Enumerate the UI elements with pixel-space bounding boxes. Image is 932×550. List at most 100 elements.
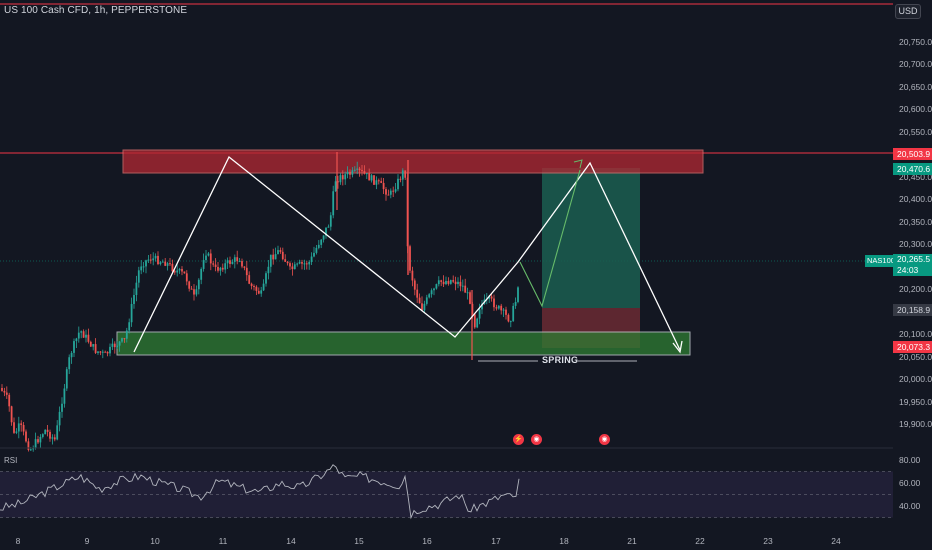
candle-body [469, 292, 471, 304]
candle-body [3, 390, 6, 393]
candle-body [320, 239, 323, 245]
candle-body [488, 296, 491, 299]
candle-body [435, 284, 438, 289]
resistance-zone [122, 149, 704, 174]
price-tick: 20,100.0 [899, 329, 932, 340]
candle-body [183, 271, 186, 274]
candle-body [418, 297, 421, 304]
candle-body [514, 301, 517, 306]
flag-icon[interactable]: ◉ [531, 434, 542, 445]
time-axis[interactable]: 8 9 10 11 14 15 16 17 18 21 22 23 24 [0, 533, 893, 550]
candle-body [164, 261, 167, 266]
long-target-zone [542, 168, 640, 308]
candle-body [433, 288, 435, 291]
candle-body [428, 294, 431, 298]
time-tick: 14 [286, 536, 296, 546]
time-tick: 8 [15, 536, 21, 546]
price-tick: 19,950.0 [899, 396, 932, 407]
candle-body [248, 275, 251, 284]
candle-body [502, 309, 505, 311]
candle-body [68, 357, 71, 370]
candle-body [217, 266, 219, 271]
price-tick: 20,600.0 [899, 104, 932, 115]
candle-body [445, 281, 447, 285]
candle-body [85, 334, 87, 338]
candle-body [296, 263, 299, 265]
candle-body [473, 314, 476, 328]
candle-body [87, 334, 90, 342]
candle-body [61, 403, 63, 412]
time-tick: 21 [627, 536, 637, 546]
candle-body [200, 268, 203, 280]
rsi-tick: 80.00 [899, 455, 921, 465]
candle-body [157, 255, 159, 265]
candle-body [149, 259, 152, 261]
candle-body [173, 271, 176, 273]
candle-body [44, 429, 47, 435]
candle-body [10, 406, 13, 423]
price-tick: 20,000.0 [899, 374, 932, 385]
candle-body [262, 283, 265, 291]
candle-body [389, 190, 392, 195]
candle-body [17, 423, 20, 432]
price-tick: 20,350.0 [899, 216, 932, 227]
candle-body [171, 263, 174, 272]
candle-body [341, 175, 344, 180]
candle-body [97, 351, 99, 353]
flag-icon[interactable]: ◉ [599, 434, 610, 445]
candle-body [219, 267, 222, 271]
candle-body [181, 268, 183, 272]
candle-body [224, 263, 227, 270]
support-price-tag: 20,073.3 [893, 341, 932, 353]
candle-body [89, 341, 92, 347]
price-chart[interactable] [0, 0, 893, 533]
candle-body [329, 215, 332, 227]
candle-body [15, 431, 18, 433]
candle-body [106, 351, 109, 354]
candle-body [507, 314, 510, 322]
candle-body [140, 266, 143, 271]
time-tick: 22 [695, 536, 705, 546]
candle-body [32, 447, 35, 450]
candle-body [293, 264, 296, 270]
candle-body [243, 266, 246, 268]
candle-body [152, 258, 155, 261]
candle-body [490, 296, 493, 299]
currency-button[interactable]: USD [895, 4, 921, 19]
candle-body [253, 286, 255, 288]
candle-body [363, 171, 366, 174]
candle-body [392, 190, 395, 192]
candle-body [368, 173, 371, 181]
candle-body [310, 256, 313, 262]
candle-body [5, 392, 8, 395]
candle-body [440, 280, 443, 282]
candle-body [356, 168, 359, 170]
candle-body [190, 288, 193, 290]
candle-body [284, 259, 287, 262]
last-price-tag: 20,265.5 24:03 [893, 254, 932, 276]
candle-body [370, 175, 373, 181]
chart-title: US 100 Cash CFD, 1h, PEPPERSTONE [4, 5, 188, 16]
candle-body [387, 194, 390, 196]
candle-body [497, 305, 500, 309]
time-tick: 16 [422, 536, 432, 546]
candle-body [49, 431, 51, 439]
candle-body [377, 180, 380, 182]
lightning-icon[interactable]: ⚡ [513, 434, 524, 445]
candle-body [135, 282, 138, 295]
candle-body [94, 344, 97, 353]
candle-body [121, 338, 123, 342]
candle-body [279, 250, 282, 252]
candle-body [75, 338, 78, 342]
candle-body [437, 280, 440, 285]
price-tick: 20,300.0 [899, 239, 932, 250]
candle-body [202, 260, 205, 269]
candle-body [188, 281, 191, 289]
price-tick: 20,650.0 [899, 81, 932, 92]
candle-body [325, 227, 327, 236]
candle-body [145, 260, 147, 267]
candle-body [20, 423, 23, 425]
candle-body [92, 344, 95, 347]
candle-body [459, 281, 462, 287]
candle-body [166, 263, 169, 266]
